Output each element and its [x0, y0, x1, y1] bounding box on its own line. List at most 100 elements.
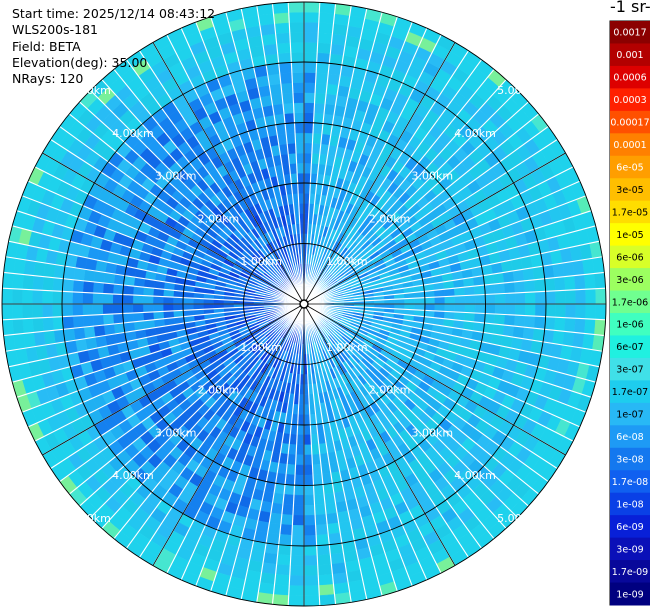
range-gate-cell [11, 288, 23, 305]
range-gate-cell [303, 52, 318, 63]
range-gate-cell [330, 43, 346, 56]
range-gate-cell [269, 83, 283, 96]
range-gate-cell [303, 21, 319, 33]
colorbar-tick-label: 1e-08 [616, 499, 643, 510]
range-gate-cell [303, 132, 314, 144]
range-gate-cell [524, 315, 536, 329]
range-gate-cell [92, 281, 104, 294]
range-gate-cell [272, 2, 289, 14]
range-gate-cell [293, 484, 305, 496]
range-gate-cell [483, 283, 496, 295]
range-gate-cell [473, 284, 486, 296]
range-gate-cell [283, 112, 295, 125]
colorbar-tick-label: 0.0003 [613, 95, 646, 106]
range-label: 3.00km [412, 426, 454, 439]
range-gate-cell [584, 318, 596, 335]
range-label: 3.00km [155, 426, 197, 439]
range-gate-cell [303, 545, 318, 556]
range-gate-cell [72, 279, 84, 293]
range-gate-cell [62, 315, 74, 330]
range-label: 3.00km [412, 170, 454, 183]
range-gate-cell [72, 303, 84, 317]
range-gate-cell [314, 514, 328, 526]
range-gate-cell [267, 73, 282, 86]
range-gate-cell [474, 294, 486, 305]
range-gate-cell [484, 303, 496, 315]
range-gate-cell [555, 303, 566, 318]
range-gate-cell [265, 63, 281, 76]
range-gate-cell [279, 72, 293, 84]
range-gate-cell [92, 303, 104, 316]
range-gate-cell [454, 295, 466, 305]
range-gate-cell [2, 272, 14, 289]
range-gate-cell [313, 494, 326, 506]
range-gate-cell [289, 575, 305, 587]
range-gate-cell [83, 325, 96, 339]
range-gate-cell [532, 327, 545, 343]
range-gate-cell [303, 434, 312, 446]
colorbar-tick-label: 6e-06 [616, 252, 643, 263]
range-gate-cell [294, 474, 305, 486]
range-gate-cell [303, 62, 317, 73]
colorbar-title: -1 sr- [610, 0, 650, 16]
range-gate-cell [303, 31, 319, 43]
range-gate-cell [278, 62, 293, 74]
range-gate-cell [325, 83, 339, 96]
range-gate-cell [585, 288, 597, 305]
range-label: 1.00km [326, 341, 368, 354]
range-gate-cell [62, 278, 74, 293]
range-gate-cell [494, 303, 506, 315]
range-gate-cell [296, 424, 305, 436]
colorbar-tick-label: 0.0017 [613, 28, 646, 39]
range-gate-cell [454, 303, 466, 313]
range-label: 1.00km [326, 255, 368, 268]
range-gate-cell [303, 1, 321, 13]
range-gate-cell [303, 142, 313, 154]
colorbar-tick-label: 1.7e-06 [612, 297, 648, 308]
range-gate-cell [43, 330, 56, 346]
range-gate-cell [262, 552, 278, 565]
range-gate-cell [132, 294, 144, 305]
colorbar-tick-label: 1e-07 [616, 410, 643, 421]
range-gate-cell [292, 92, 305, 104]
colorbar-tick-label: 6e-09 [616, 522, 643, 533]
range-gate-cell [326, 73, 341, 86]
range-gate-cell [303, 585, 320, 597]
range-gate-cell [316, 42, 332, 54]
range-gate-cell [82, 314, 94, 328]
range-gate-cell [595, 303, 607, 321]
range-gate-cell [291, 535, 305, 546]
colorbar-tick-label: 1.7e-07 [612, 387, 648, 398]
range-gate-cell [279, 524, 293, 536]
nrays: NRays: 120 [12, 71, 84, 87]
range-gate-cell [142, 295, 154, 305]
range-gate-cell [332, 23, 349, 36]
range-gate-cell [483, 313, 496, 325]
range-label: 1.00km [240, 255, 282, 268]
range-gate-cell [424, 296, 436, 305]
range-gate-cell [303, 524, 317, 536]
range-gate-cell [303, 102, 315, 114]
range-gate-cell [313, 112, 325, 125]
range-gate-cell [273, 584, 290, 596]
range-gate-cell [303, 474, 314, 486]
range-gate-cell [21, 289, 33, 305]
colorbar-tick-label: 3e-06 [616, 275, 643, 286]
range-gate-cell [2, 319, 14, 336]
range-gate-cell [484, 293, 496, 305]
range-gate-cell [303, 42, 318, 53]
range-gate-cell [565, 303, 577, 319]
range-gate-cell [315, 62, 330, 74]
range-gate-cell [315, 534, 330, 546]
range-gate-cell [287, 595, 305, 607]
colorbar-tick-label: 1e-05 [616, 230, 643, 241]
range-label: 5.00km [497, 84, 539, 97]
range-gate-cell [317, 564, 333, 576]
range-gate-cell [313, 483, 325, 496]
range-label: 4.00km [454, 127, 496, 140]
colorbar-tick-label: 3e-05 [616, 185, 643, 196]
range-label: 5.00km [497, 512, 539, 525]
range-gate-cell [584, 273, 596, 290]
range-gate-cell [276, 554, 292, 566]
range-gate-cell [318, 22, 334, 34]
